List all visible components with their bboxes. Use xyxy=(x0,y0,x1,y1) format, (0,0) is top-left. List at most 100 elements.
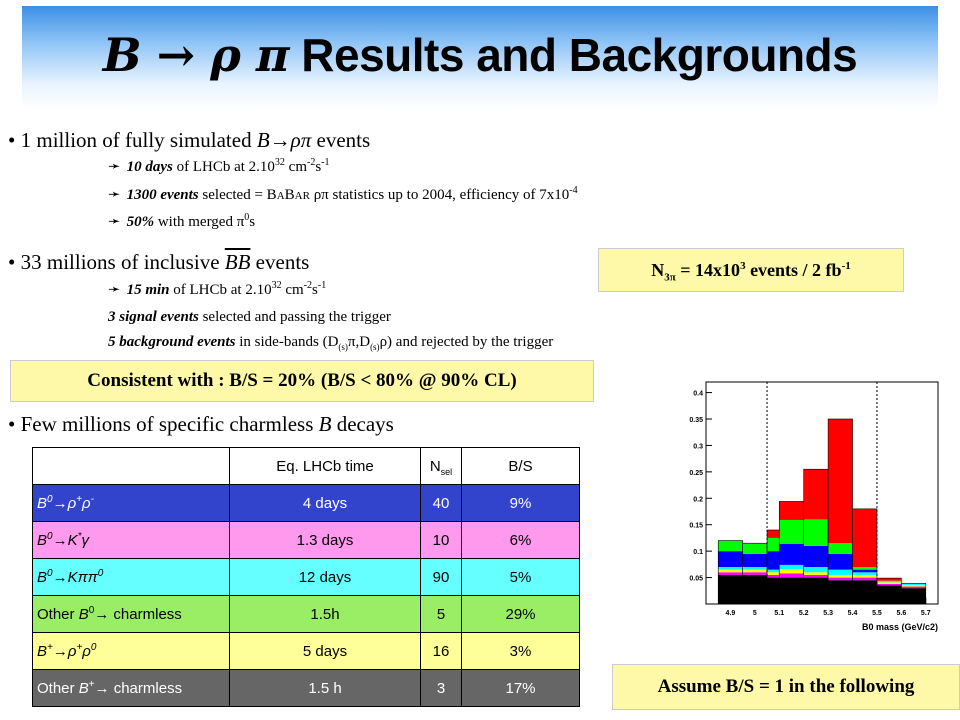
cell-time: 12 days xyxy=(229,558,421,596)
bullet-1-sub-1: ➛ 10 days of LHCb at 2.1032 cm-2s-1 xyxy=(108,157,330,176)
histogram-bar xyxy=(803,567,829,573)
table-header xyxy=(32,447,230,485)
histogram-bar xyxy=(779,564,804,570)
title-symbol: B → ρ π xyxy=(102,28,290,82)
table-header-row: Eq. LHCb time Nsel B/S xyxy=(32,447,580,485)
histogram-bar xyxy=(876,585,902,604)
y-tick-label: 0.1 xyxy=(693,549,703,556)
histogram-bar xyxy=(803,574,829,578)
cell-bs: 17% xyxy=(461,669,580,707)
cell-decay: B0→Kππ0 xyxy=(32,558,230,596)
bullet-1-sub-2: ➛ 1300 events selected = BABAR ρπ statist… xyxy=(108,185,578,204)
histogram-bar xyxy=(828,569,853,575)
table-header: B/S xyxy=(461,447,580,485)
histogram-bar xyxy=(901,583,926,585)
histogram-bar xyxy=(828,419,853,544)
histogram-bar xyxy=(828,543,853,554)
histogram-bar xyxy=(779,573,804,578)
cell-time: 4 days xyxy=(229,484,421,522)
y-tick-label: 0.25 xyxy=(689,470,703,477)
page-title: B → ρ π Results and Backgrounds xyxy=(22,28,938,82)
histogram-bar xyxy=(718,572,743,575)
histogram-bar xyxy=(876,580,902,583)
histogram-bar xyxy=(901,584,926,587)
y-tick-label: 0.35 xyxy=(689,417,703,424)
histogram-bar xyxy=(828,553,853,570)
cell-bs: 5% xyxy=(461,558,580,596)
histogram-bar xyxy=(742,553,768,567)
consistent-box: Consistent with : B/S = 20% (B/S < 80% @… xyxy=(10,360,594,402)
cell-time: 1.3 days xyxy=(229,521,421,559)
table-row: B0→Kππ0 12 days 90 5% xyxy=(32,558,580,596)
histogram-bar xyxy=(742,572,768,575)
histogram-bar xyxy=(901,588,926,604)
bullet-2-sub-1: ➛ 15 min of LHCb at 2.1032 cm-2s-1 xyxy=(108,280,327,299)
histogram-bar xyxy=(718,551,743,567)
histogram-bar xyxy=(767,537,780,552)
x-tick-label: 5.3 xyxy=(823,610,833,617)
histogram-bar xyxy=(767,530,780,538)
cell-n: 40 xyxy=(420,484,462,522)
histogram-bar xyxy=(779,501,804,520)
histogram-bar xyxy=(852,577,877,581)
table-row: B0→ρ+ρ- 4 days 40 9% xyxy=(32,484,580,522)
bullet-2-sub-2: 3 signal events selected and passing the… xyxy=(108,309,391,325)
histogram-bar xyxy=(779,577,804,604)
y-tick-label: 0.4 xyxy=(693,391,703,398)
assume-box: Assume B/S = 1 in the following xyxy=(612,664,960,710)
histogram-bar xyxy=(876,583,902,586)
table-row: Other B0→ charmless 1.5h 5 29% xyxy=(32,595,580,633)
cell-bs: 29% xyxy=(461,595,580,633)
cell-n: 16 xyxy=(420,632,462,670)
title-text: Results and Backgrounds xyxy=(301,29,858,81)
histogram-bar xyxy=(876,578,902,581)
cell-n: 3 xyxy=(420,669,462,707)
histogram-bar xyxy=(901,586,926,589)
histogram-bar xyxy=(852,572,877,575)
histogram-bar xyxy=(767,551,780,570)
histogram-bar xyxy=(779,569,804,574)
histogram-bar xyxy=(718,569,743,573)
histogram-bar xyxy=(803,545,829,567)
histogram-bar xyxy=(779,519,804,544)
x-axis-label: B0 mass (GeV/c2) xyxy=(862,622,938,632)
histogram-bar xyxy=(828,577,853,581)
histogram-bar xyxy=(718,567,743,570)
y-tick-label: 0.15 xyxy=(689,523,703,530)
table-header: Eq. LHCb time xyxy=(229,447,421,485)
bullet-2-sub-3: 5 background events in side-bands (D(s)π… xyxy=(108,334,554,352)
mass-histogram: 0.05 0.1 0.15 0.2 0.25 0.3 0.35 0.4 4.9 5 5.1 5.2 5.… xyxy=(676,372,952,640)
histogram-bar xyxy=(803,577,829,604)
histogram-bar xyxy=(852,508,877,567)
cell-bs: 6% xyxy=(461,521,580,559)
histogram-bar xyxy=(767,569,780,573)
histogram-bar xyxy=(828,574,853,578)
cell-decay: Other B0→ charmless xyxy=(32,595,230,633)
x-tick-label: 5.4 xyxy=(848,610,858,617)
n3pi-box: N3π = 14x103 events / 2 fb-1 xyxy=(598,248,904,292)
histogram-bar xyxy=(742,569,768,573)
x-tick-label: 5.7 xyxy=(921,610,931,617)
table-row: B+→ρ+ρ0 5 days 16 3% xyxy=(32,632,580,670)
x-tick-label: 5.6 xyxy=(897,610,907,617)
bullet-1: • 1 million of fully simulated B→ρπ even… xyxy=(8,128,371,152)
histogram-bar xyxy=(803,469,829,520)
x-tick-label: 5.1 xyxy=(774,610,784,617)
y-tick-label: 0.3 xyxy=(693,443,703,450)
cell-time: 1.5 h xyxy=(229,669,421,707)
title-banner xyxy=(22,6,938,110)
histogram-bar xyxy=(852,574,877,578)
cell-time: 5 days xyxy=(229,632,421,670)
bullet-3: • Few millions of specific charmless B d… xyxy=(8,412,394,436)
table-header: Nsel xyxy=(420,447,462,485)
cell-decay: B+→ρ+ρ0 xyxy=(32,632,230,670)
results-table: Eq. LHCb time Nsel B/S B0→ρ+ρ- 4 days 40… xyxy=(32,447,580,707)
table-row: Other B+→ charmless 1.5 h 3 17% xyxy=(32,669,580,707)
cell-n: 5 xyxy=(420,595,462,633)
bullet-2: • 33 millions of inclusive BB events xyxy=(8,250,310,274)
plot-frame xyxy=(705,381,939,605)
histogram-bar xyxy=(876,582,902,584)
x-tick-label: 5 xyxy=(753,610,757,617)
x-tick-label: 5.5 xyxy=(872,610,882,617)
histogram-bar xyxy=(767,577,780,604)
